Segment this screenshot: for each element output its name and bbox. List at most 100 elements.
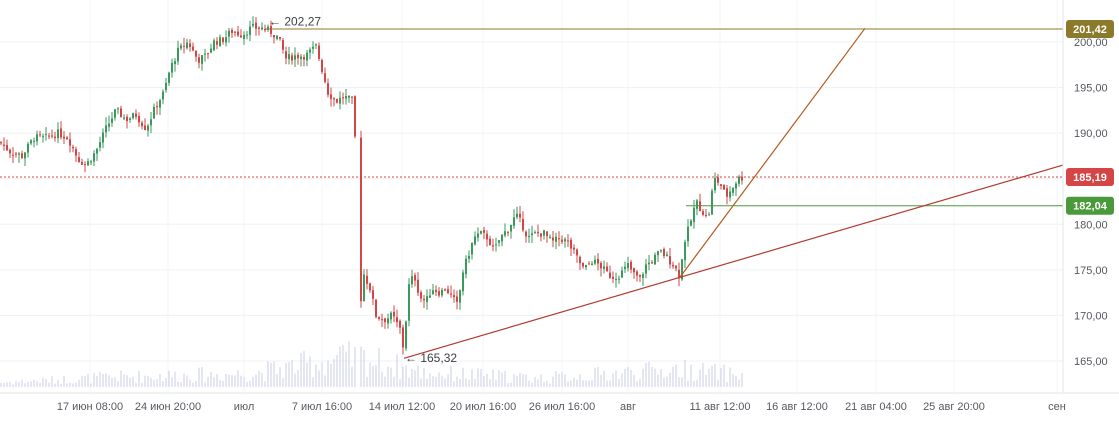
- volume-bar: [450, 365, 452, 387]
- candle-down: [723, 185, 725, 190]
- candle-up: [513, 217, 515, 226]
- volume-bar: [432, 376, 434, 387]
- volume-bar: [711, 365, 713, 387]
- volume-bar: [405, 365, 407, 387]
- candle-up: [528, 235, 530, 237]
- candle-up: [408, 284, 410, 321]
- volume-bar: [234, 375, 236, 387]
- candle-up: [243, 34, 245, 39]
- volume-bar: [504, 370, 506, 387]
- volume-bar: [300, 352, 302, 387]
- volume-bar: [438, 372, 440, 387]
- volume-bar: [714, 364, 716, 387]
- candle-up: [660, 250, 662, 252]
- candle-down: [609, 272, 611, 278]
- candle-up: [462, 272, 464, 292]
- candle-down: [717, 177, 719, 183]
- volume-bar: [618, 378, 620, 387]
- volume-bar: [39, 382, 41, 387]
- candle-up: [228, 30, 230, 37]
- y-tick-label: 180,00: [1074, 219, 1108, 231]
- volume-bar: [171, 377, 173, 387]
- candle-up: [96, 148, 98, 154]
- volume-bar: [519, 372, 521, 387]
- candle-up: [471, 242, 473, 255]
- volume-bar: [669, 372, 671, 387]
- volume-bar: [456, 376, 458, 387]
- candle-down: [78, 157, 80, 163]
- candle-up: [732, 187, 734, 193]
- candle-down: [492, 245, 494, 247]
- volume-bar: [402, 366, 404, 387]
- volume-bar: [84, 376, 86, 387]
- candle-down: [3, 144, 5, 146]
- candle-up: [117, 108, 119, 110]
- volume-bar: [231, 375, 233, 387]
- volume-bar: [27, 381, 29, 387]
- volume-bar: [579, 374, 581, 387]
- candle-down: [360, 137, 362, 302]
- candle-up: [153, 106, 155, 119]
- candle-down: [540, 233, 542, 237]
- candle-up: [429, 295, 431, 298]
- candle-down: [318, 45, 320, 59]
- candle-down: [651, 262, 653, 264]
- candle-up: [168, 72, 170, 83]
- candle-down: [264, 28, 266, 31]
- volume-bar: [576, 379, 578, 387]
- candle-down: [507, 232, 509, 234]
- candle-up: [480, 231, 482, 234]
- volume-bar: [246, 382, 248, 387]
- volume-bar: [465, 378, 467, 387]
- y-tick-label: 190,00: [1074, 128, 1108, 140]
- trendline[interactable]: [403, 164, 1064, 359]
- volume-bar: [738, 379, 740, 387]
- volume-bar: [636, 381, 638, 387]
- trendline[interactable]: [679, 27, 866, 278]
- candle-down: [156, 106, 158, 108]
- candle-up: [201, 55, 203, 64]
- volume-bar: [699, 369, 701, 387]
- candle-up: [147, 125, 149, 131]
- candle-down: [270, 26, 272, 34]
- candle-down: [48, 135, 50, 137]
- volume-bar: [483, 376, 485, 387]
- volume-bar: [315, 364, 317, 387]
- candle-down: [519, 213, 521, 218]
- volume-bar: [531, 382, 533, 387]
- candle-up: [57, 129, 59, 139]
- volume-bar: [36, 381, 38, 387]
- candle-down: [237, 31, 239, 36]
- x-tick-label: 16 авг 12:00: [766, 401, 828, 413]
- volume-bar: [453, 381, 455, 387]
- candle-up: [315, 44, 317, 46]
- candle-down: [375, 299, 377, 318]
- candle-up: [210, 48, 212, 53]
- volume-bar: [123, 374, 125, 387]
- candle-down: [141, 122, 143, 127]
- volume-bar: [261, 372, 263, 387]
- candle-down: [69, 139, 71, 146]
- candle-up: [150, 119, 152, 126]
- candle-up: [33, 140, 35, 142]
- x-tick-label: 11 авг 12:00: [689, 401, 750, 413]
- candle-down: [402, 327, 404, 348]
- volume-bar: [651, 367, 653, 387]
- volume-bar: [726, 382, 728, 387]
- volume-bar: [477, 368, 479, 387]
- volume-bar: [633, 375, 635, 387]
- volume-bar: [294, 373, 296, 387]
- trendlines: [403, 27, 1064, 359]
- volume-bar: [111, 377, 113, 387]
- candle-up: [621, 270, 623, 278]
- candle-down: [537, 231, 539, 234]
- candle-up: [306, 52, 308, 61]
- volume-bar: [645, 363, 647, 387]
- candle-down: [207, 53, 209, 55]
- candle-down: [393, 311, 395, 317]
- volume-bar: [597, 367, 599, 387]
- candle-up: [681, 259, 683, 280]
- price-badge-label: 185,19: [1073, 172, 1107, 184]
